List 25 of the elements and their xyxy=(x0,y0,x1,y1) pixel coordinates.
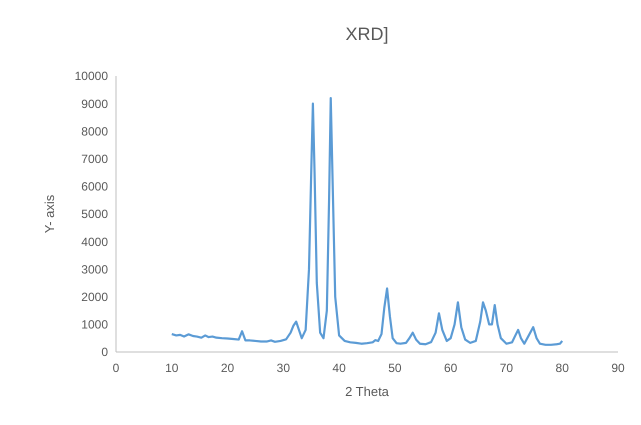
y-tick-label: 7000 xyxy=(81,152,108,166)
y-tick-label: 6000 xyxy=(81,180,108,194)
x-tick-label: 20 xyxy=(220,361,235,375)
y-tick-label: 1000 xyxy=(81,318,108,332)
x-tick-label: 50 xyxy=(388,361,402,375)
y-tick-label: 10000 xyxy=(74,69,108,84)
x-tick-label: 30 xyxy=(276,361,290,375)
y-tick-label: 3000 xyxy=(81,262,108,276)
y-tick-label: 9000 xyxy=(81,96,108,111)
y-tick-label: 0 xyxy=(101,345,108,360)
x-axis-title: 2 Theta xyxy=(345,384,390,399)
x-tick-label: 80 xyxy=(556,361,570,375)
chart-title: XRD] xyxy=(345,24,389,44)
x-tick-label: 0 xyxy=(112,361,120,375)
x-tick-label: 40 xyxy=(332,361,346,375)
line-series xyxy=(170,96,564,346)
x-tick-label: 60 xyxy=(444,361,458,375)
y-tick-label: 2000 xyxy=(81,290,108,304)
x-tick-label: 70 xyxy=(500,361,514,375)
x-tick-label: 10 xyxy=(165,361,179,375)
y-tick-label: 5000 xyxy=(81,207,108,222)
y-axis-title: Y- axis xyxy=(42,194,57,234)
x-tick-label: 90 xyxy=(611,361,625,375)
y-tick-label: 8000 xyxy=(81,124,108,138)
y-tick-label: 4000 xyxy=(81,234,108,249)
